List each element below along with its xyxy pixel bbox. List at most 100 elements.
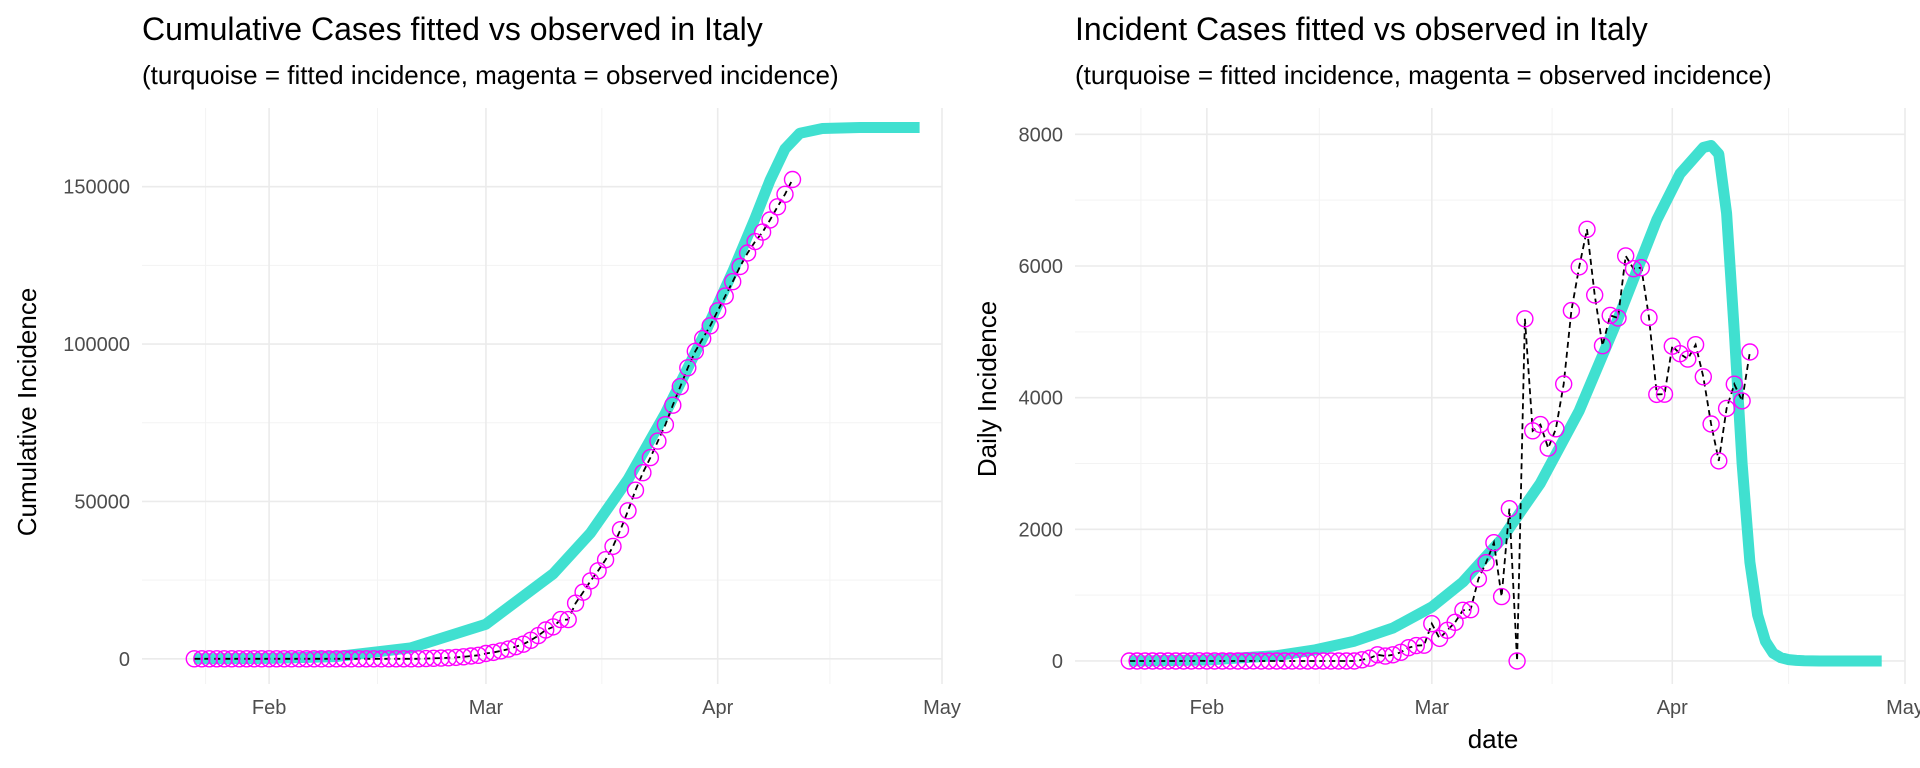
observed-point xyxy=(432,649,450,667)
observed-point xyxy=(709,302,727,320)
observed-point xyxy=(215,650,233,668)
observed-point xyxy=(1609,309,1627,327)
observed-point xyxy=(312,650,331,668)
observed-point xyxy=(409,650,428,668)
observed-point xyxy=(1469,570,1488,588)
observed-point xyxy=(731,257,749,276)
observed-point xyxy=(1547,420,1565,438)
observed-point xyxy=(1702,415,1720,433)
observed-point xyxy=(439,649,458,667)
observed-point xyxy=(380,650,398,668)
observed-point xyxy=(335,650,353,668)
observed-point xyxy=(724,273,742,291)
observed-point xyxy=(783,170,802,189)
cumulative-chart: Cumulative Cases fitted vs observed in I… xyxy=(12,11,961,719)
observed-point xyxy=(1578,220,1596,239)
observed-point xyxy=(350,650,368,668)
fitted-series-line xyxy=(194,122,920,665)
observed-point xyxy=(1717,399,1736,418)
observed-point xyxy=(1694,368,1713,386)
observed-point xyxy=(686,342,704,360)
observed-point xyxy=(365,650,383,668)
observed-point xyxy=(237,650,256,668)
observed-point xyxy=(297,650,316,668)
observed-point xyxy=(596,551,615,569)
observed-point xyxy=(1741,343,1759,361)
observed-point xyxy=(357,650,375,668)
observed-point xyxy=(1601,306,1619,325)
x-tick-label: May xyxy=(923,697,961,719)
observed-point xyxy=(1461,601,1480,619)
y-tick-label: 100000 xyxy=(63,334,130,356)
observed-point xyxy=(245,650,263,668)
x-tick-label: Feb xyxy=(252,697,286,719)
observed-point xyxy=(1562,301,1581,320)
observed-point xyxy=(768,198,787,216)
observed-point xyxy=(604,537,622,556)
observed-point xyxy=(1570,258,1588,276)
observed-point xyxy=(1632,259,1651,277)
observed-point xyxy=(537,621,555,639)
observed-point xyxy=(1655,385,1674,403)
observed-point xyxy=(1616,247,1635,265)
observed-point xyxy=(649,432,667,450)
observed-point xyxy=(447,648,465,667)
observed-point xyxy=(552,610,570,629)
observed-point xyxy=(267,650,286,668)
observed-point xyxy=(1679,350,1697,368)
chart-subtitle: (turquoise = fitted incidence, magenta =… xyxy=(142,60,839,90)
observed-point xyxy=(1407,636,1426,655)
observed-point xyxy=(656,416,675,434)
observed-point xyxy=(679,359,697,377)
observed-point xyxy=(230,650,248,668)
y-tick-label: 2000 xyxy=(1019,519,1064,541)
observed-point xyxy=(1353,651,1371,669)
y-tick-label: 8000 xyxy=(1019,124,1064,146)
observed-point xyxy=(327,650,346,668)
observed-connector-line xyxy=(1129,229,1751,662)
y-axis-label: Cumulative Incidence xyxy=(12,288,42,537)
observed-point xyxy=(694,329,712,348)
observed-point xyxy=(1686,336,1705,354)
observed-point xyxy=(402,650,420,668)
chart-title: Incident Cases fitted vs observed in Ita… xyxy=(1075,11,1648,47)
observed-point xyxy=(1648,385,1666,404)
observed-point xyxy=(1423,615,1441,633)
observed-point xyxy=(290,650,308,668)
observed-point xyxy=(395,650,413,668)
observed-point xyxy=(193,650,211,668)
plot-area: 0 2000 4000 6000 8000 Feb Mar Apr May xyxy=(1019,108,1920,719)
observed-point xyxy=(185,650,204,668)
x-tick-label: Mar xyxy=(469,697,504,719)
observed-point xyxy=(1415,636,1433,654)
incident-chart: Incident Cases fitted vs observed in Ita… xyxy=(972,11,1920,754)
y-tick-label: 4000 xyxy=(1019,388,1064,410)
observed-point xyxy=(252,650,271,668)
observed-point xyxy=(1508,652,1526,670)
observed-point xyxy=(454,648,473,666)
observed-point xyxy=(387,650,405,668)
observed-point xyxy=(1446,613,1464,631)
x-tick-label: Feb xyxy=(1190,697,1224,719)
observed-point xyxy=(581,572,600,590)
y-tick-label: 150000 xyxy=(63,177,130,199)
observed-point xyxy=(275,650,293,668)
observed-point xyxy=(761,211,779,229)
observed-point xyxy=(641,448,660,467)
chart-title: Cumulative Cases fitted vs observed in I… xyxy=(142,11,763,47)
observed-connector-line xyxy=(194,179,794,660)
fitted-series-line xyxy=(1129,140,1882,667)
observed-point xyxy=(1585,286,1604,304)
observed-point xyxy=(1733,392,1751,410)
observed-point xyxy=(1492,587,1511,606)
observed-point xyxy=(222,650,241,668)
observed-point xyxy=(671,377,689,396)
observed-point xyxy=(1710,452,1728,470)
observed-point xyxy=(1485,534,1503,552)
observed-point xyxy=(1384,646,1402,664)
observed-point xyxy=(342,650,360,668)
chart-subtitle: (turquoise = fitted incidence, magenta =… xyxy=(1075,60,1772,90)
observed-point xyxy=(716,287,734,305)
